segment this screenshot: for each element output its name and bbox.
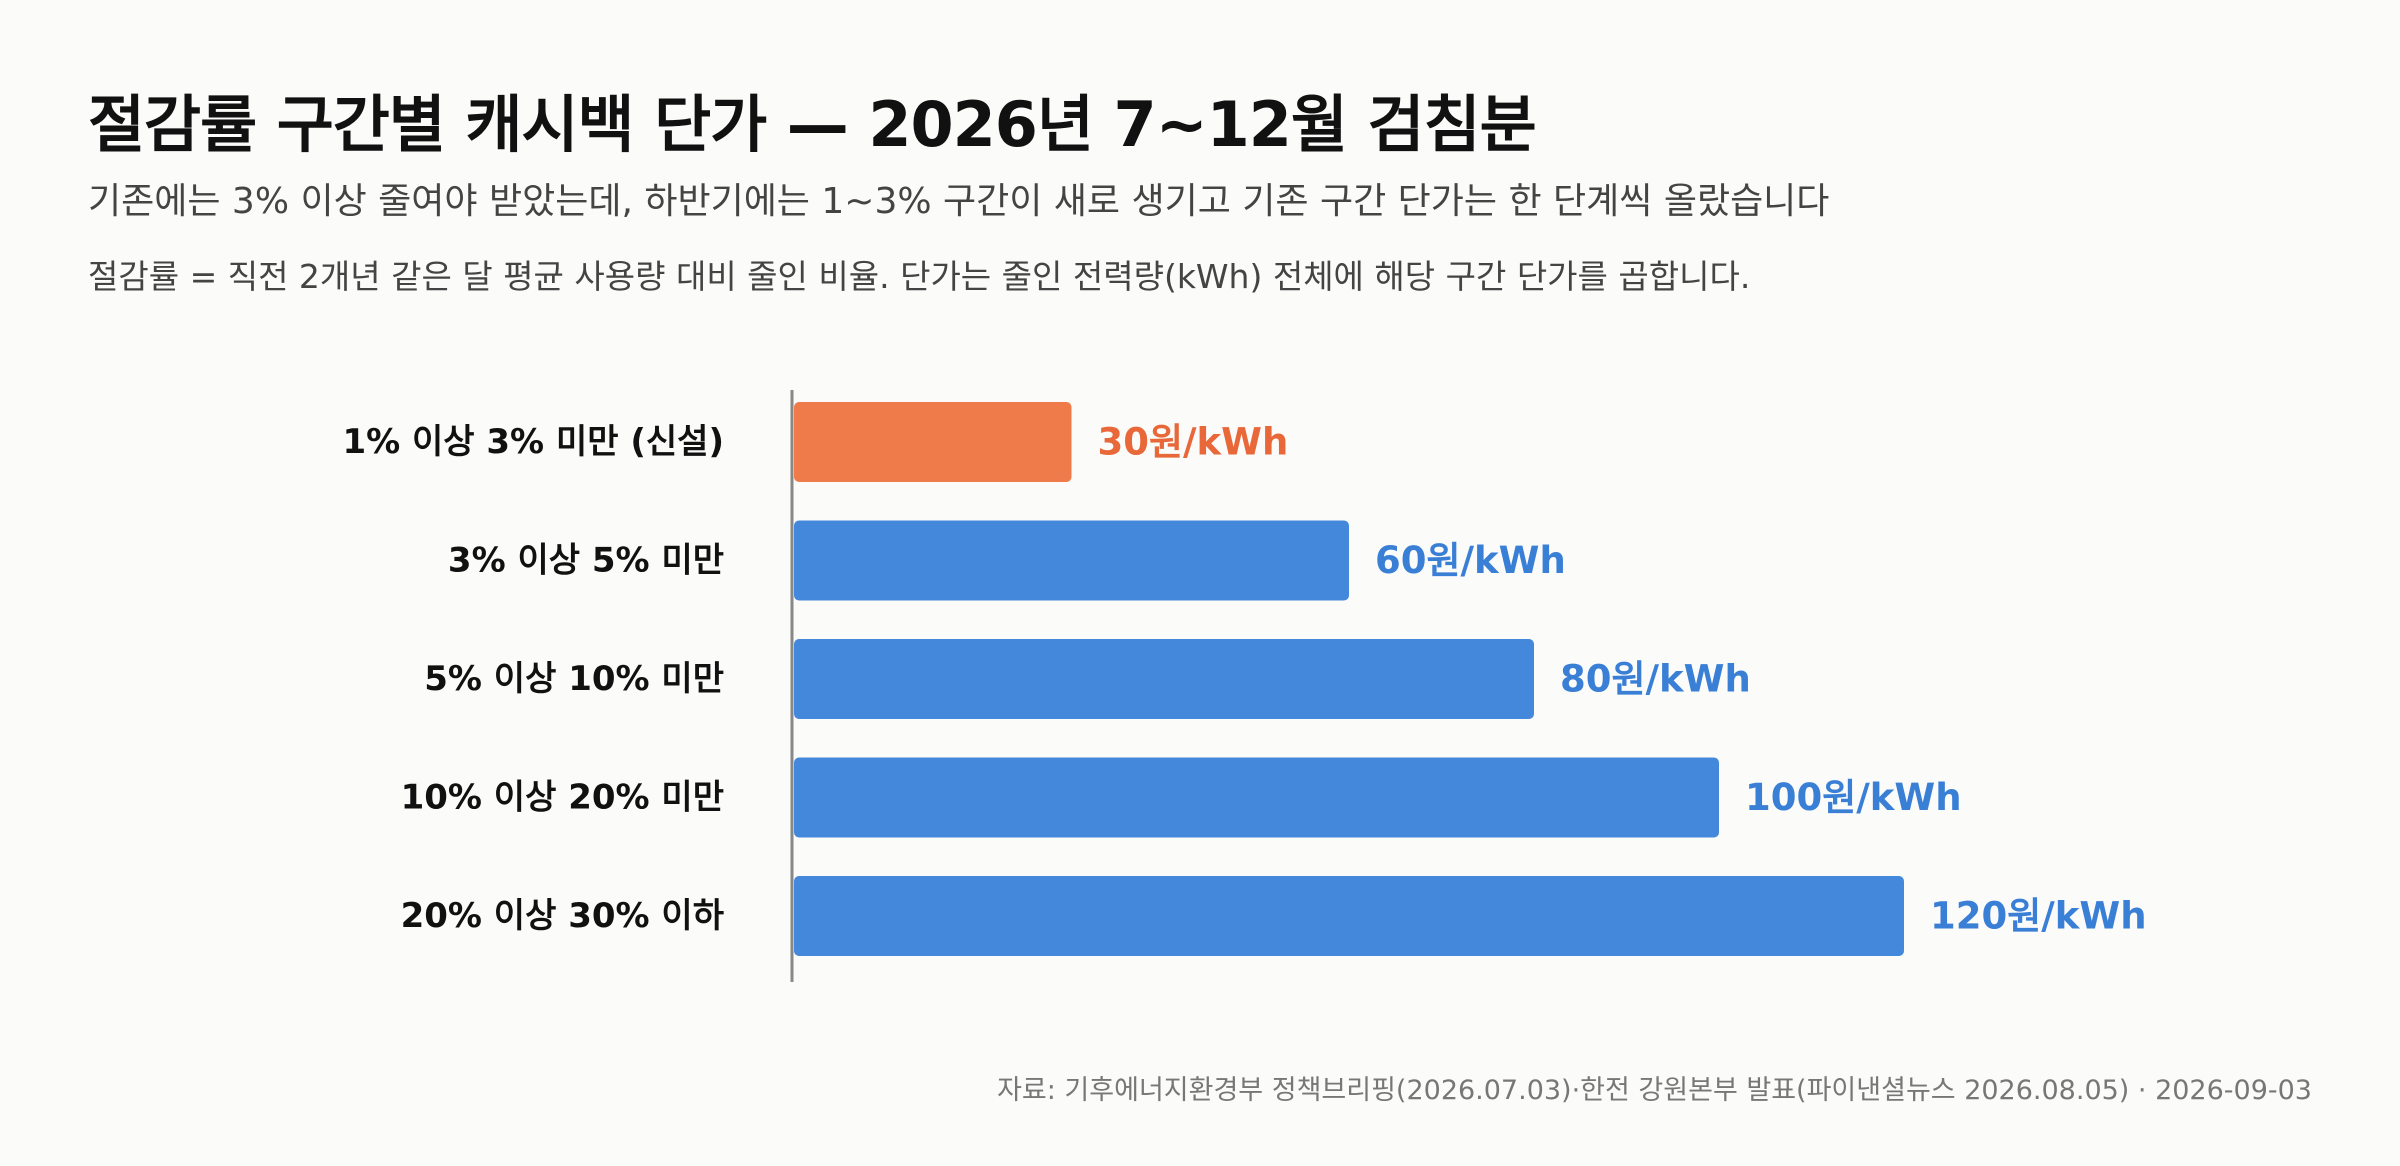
bar-3 bbox=[794, 639, 1534, 719]
value-label: 60원/kWh bbox=[1375, 539, 1566, 582]
bar-5 bbox=[794, 876, 1904, 956]
chart-subtitle: 기존에는 3% 이상 줄여야 받았는데, 하반기에는 1~3% 구간이 새로 생… bbox=[88, 181, 1830, 222]
category-label: 5% 이상 10% 미만 bbox=[424, 659, 724, 699]
category-label: 3% 이상 5% 미만 bbox=[448, 541, 724, 581]
category-label: 1% 이상 3% 미만 (신설) bbox=[342, 422, 724, 462]
source-note: 자료: 기후에너지환경부 정책브리핑(2026.07.03)·한전 강원본부 발… bbox=[997, 1075, 2312, 1106]
bar-4 bbox=[794, 757, 1719, 838]
value-label: 30원/kWh bbox=[1098, 421, 1289, 464]
bar-1 bbox=[794, 402, 1072, 482]
chart-title: 절감률 구간별 캐시백 단가 — 2026년 7~12월 검침분 bbox=[88, 88, 1537, 161]
chart-note: 절감률 = 직전 2개년 같은 달 평균 사용량 대비 줄인 비율. 단가는 줄… bbox=[88, 257, 1751, 296]
value-label: 80원/kWh bbox=[1560, 658, 1751, 701]
bar-chart: 1% 이상 3% 미만 (신설) 30원/kWh 3% 이상 5% 미만 60원/kW… bbox=[342, 390, 2147, 982]
category-label: 10% 이상 20% 미만 bbox=[401, 778, 724, 818]
value-label: 100원/kWh bbox=[1745, 776, 1962, 819]
value-label: 120원/kWh bbox=[1930, 895, 2147, 938]
bar-2 bbox=[794, 520, 1349, 601]
category-label: 20% 이상 30% 이하 bbox=[401, 896, 724, 936]
